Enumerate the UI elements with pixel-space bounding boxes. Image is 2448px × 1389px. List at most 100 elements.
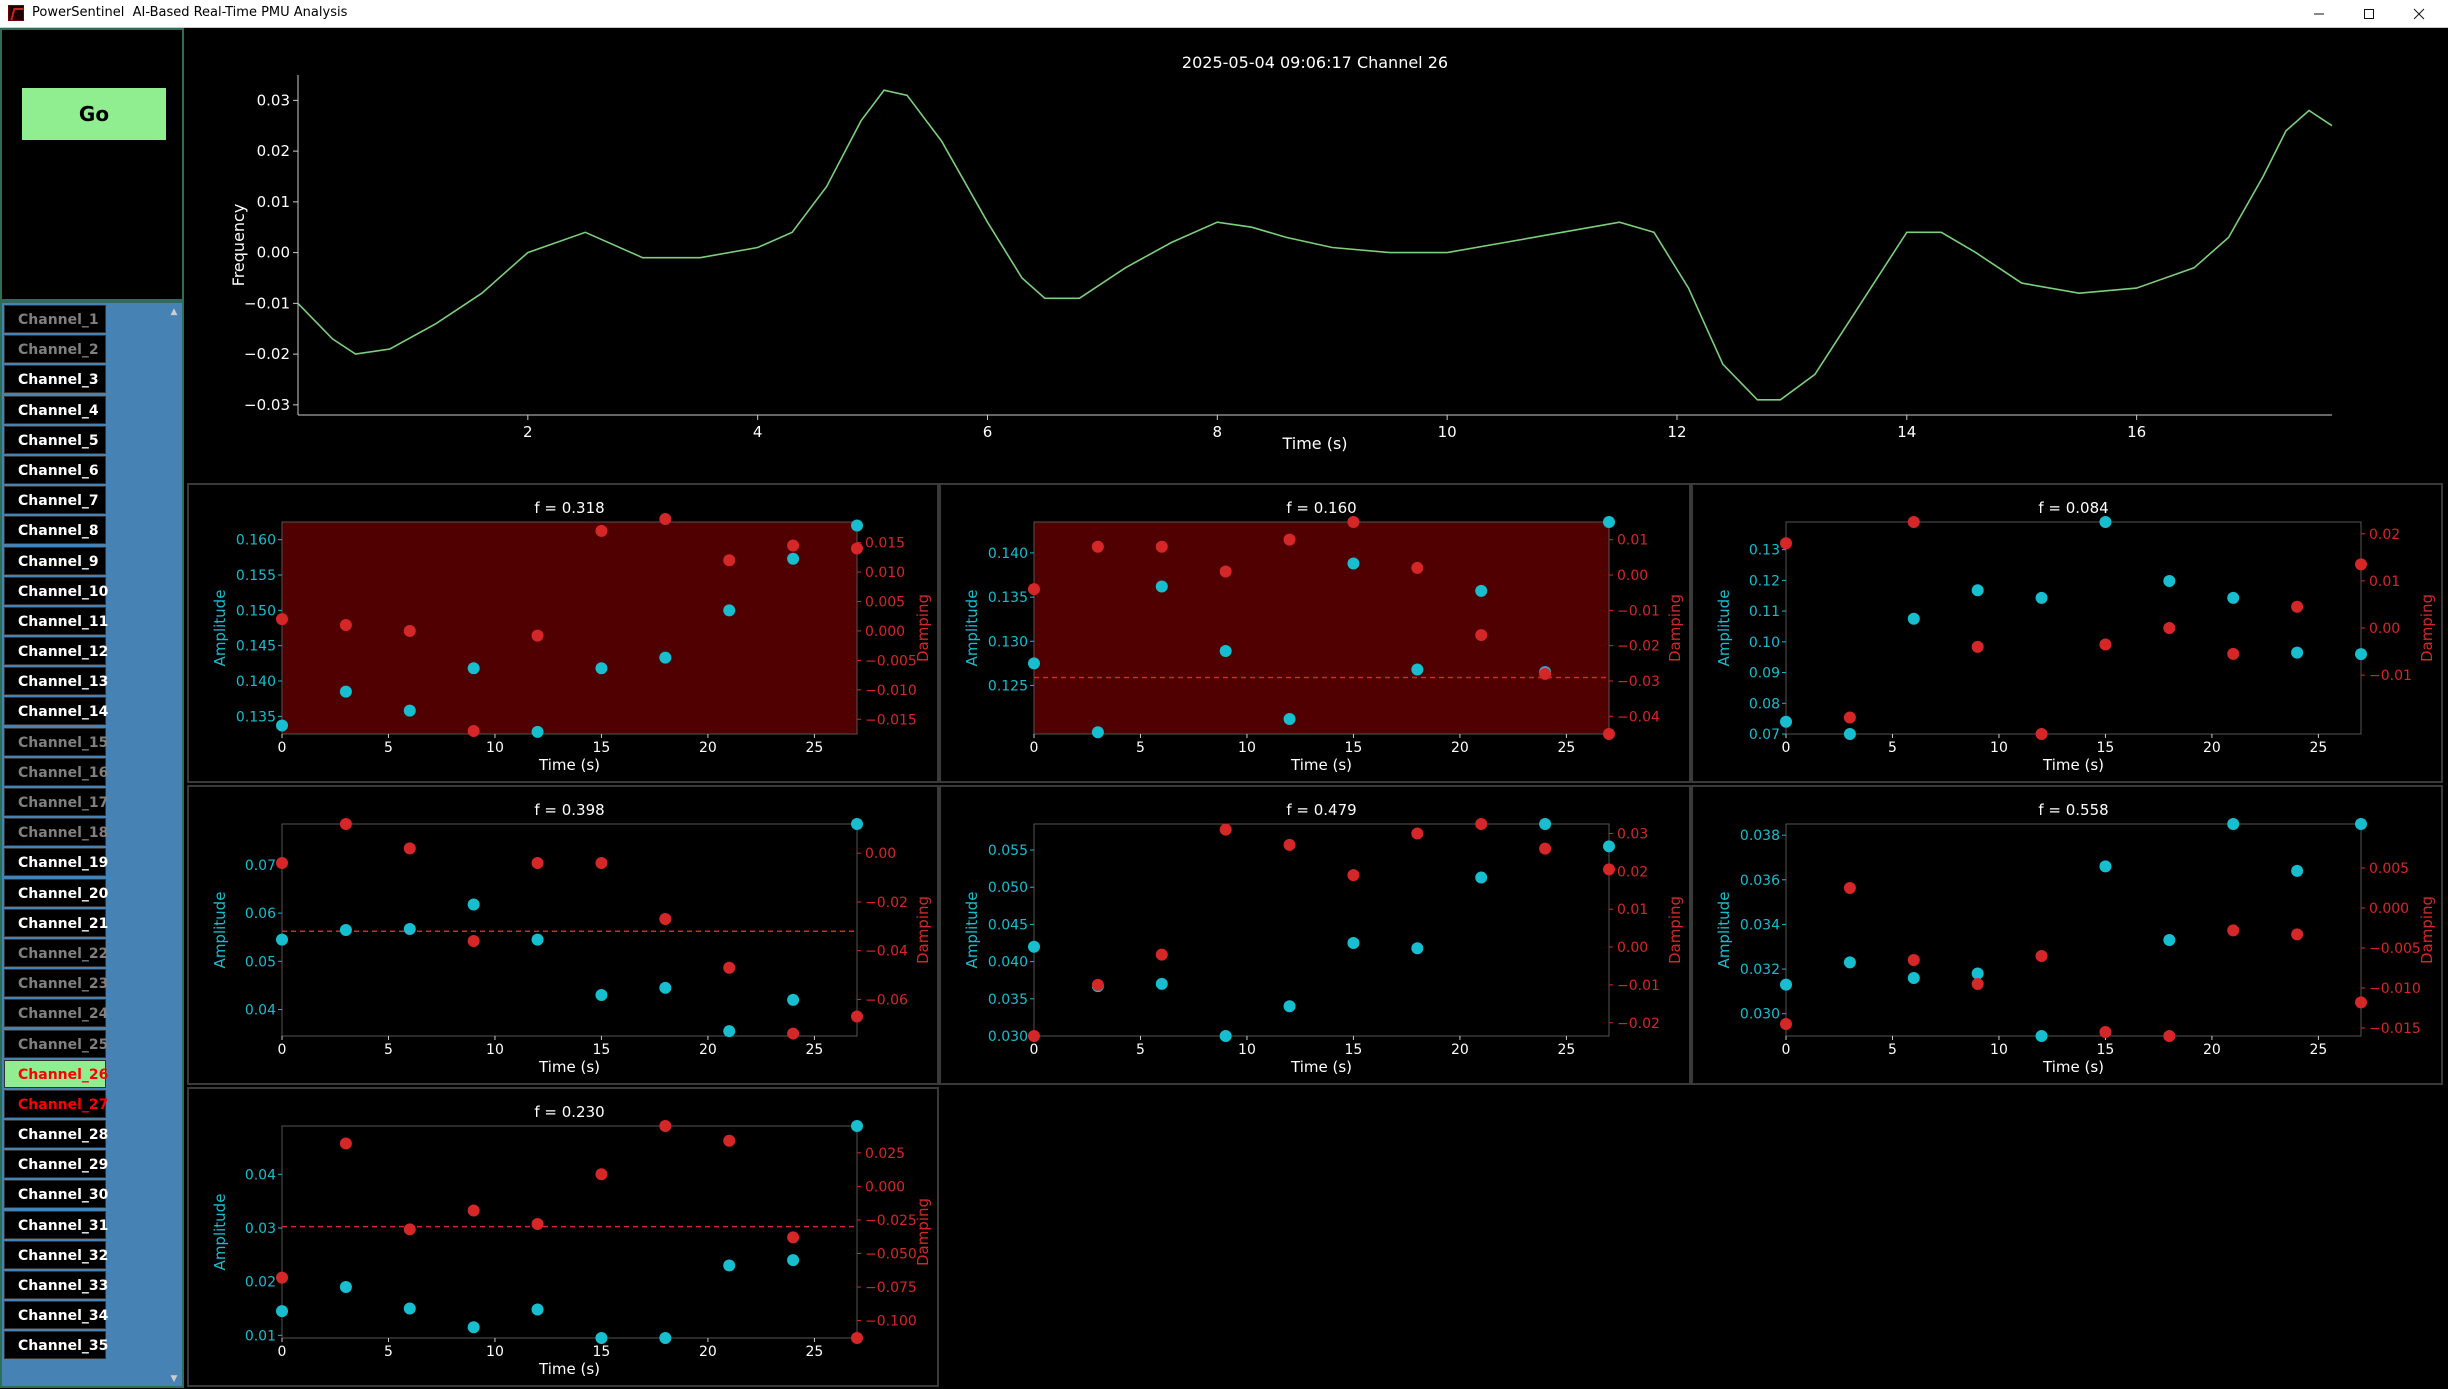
x-tick-label: 0 xyxy=(1782,1042,1791,1058)
channel-item-2[interactable]: Channel_2 xyxy=(4,335,106,364)
amplitude-tick-label: 0.150 xyxy=(236,603,276,619)
damping-tick-label: −0.03 xyxy=(1617,674,1660,690)
scroll-down-arrow-icon[interactable]: ▼ xyxy=(170,1374,178,1384)
damping-tick-label: 0.02 xyxy=(2369,527,2400,543)
channel-item-11[interactable]: Channel_11 xyxy=(4,606,108,635)
amplitude-tick-label: 0.030 xyxy=(1740,1007,1780,1023)
maximize-button[interactable] xyxy=(2344,0,2394,27)
x-tick-label: 15 xyxy=(2097,740,2115,756)
damping-point xyxy=(659,1120,672,1132)
damping-point xyxy=(1155,948,1168,961)
plot-frame xyxy=(1033,521,1610,735)
damping-axis-label: Damping xyxy=(914,1198,932,1266)
go-button[interactable]: Go xyxy=(22,88,166,140)
damping-point xyxy=(1539,842,1552,855)
channel-item-5[interactable]: Channel_5 xyxy=(4,425,106,454)
amplitude-tick-label: 0.130 xyxy=(988,634,1028,650)
mode-chart-5: f = 0.479 0 5 10 15 20 25 Time (s) 0.030 0.035 0.0… xyxy=(963,801,1684,1076)
amplitude-tick-label: 0.08 xyxy=(1749,696,1780,712)
x-tick-label: 10 xyxy=(1438,423,1457,441)
x-tick-label: 20 xyxy=(699,740,717,756)
channel-item-18[interactable]: Channel_18 xyxy=(4,818,108,847)
scroll-up-arrow-icon[interactable]: ▲ xyxy=(170,307,178,317)
amplitude-point xyxy=(403,704,416,717)
damping-tick-label: −0.04 xyxy=(1617,709,1660,725)
channel-item-29[interactable]: Channel_29 xyxy=(4,1150,108,1179)
amplitude-tick-label: 0.03 xyxy=(245,1221,276,1237)
amplitude-point xyxy=(403,1302,416,1315)
damping-tick-label: 0.010 xyxy=(865,565,905,581)
channel-item-22[interactable]: Channel_22 xyxy=(4,938,108,967)
channel-item-17[interactable]: Channel_17 xyxy=(4,788,108,816)
mode-chart-2: f = 0.160 0 5 10 15 20 25 Time (s) 0.125 0.130 0.1… xyxy=(963,499,1684,774)
amplitude-tick-label: 0.07 xyxy=(1749,727,1780,743)
mode-chart-3: f = 0.084 0 5 10 15 20 25 Time (s) 0.07 0.08 0.09 0… xyxy=(1715,499,2436,774)
channel-item-14[interactable]: Channel_14 xyxy=(4,697,108,726)
amplitude-point xyxy=(1028,940,1040,953)
damping-tick-label: 0.01 xyxy=(1617,533,1648,549)
close-button[interactable] xyxy=(2394,0,2444,27)
channel-item-13[interactable]: Channel_13 xyxy=(4,667,108,696)
damping-tick-label: −0.02 xyxy=(865,895,908,911)
channel-item-32[interactable]: Channel_32 xyxy=(4,1240,108,1269)
amplitude-point xyxy=(276,933,288,946)
channel-item-35[interactable]: Channel_35 xyxy=(4,1331,108,1360)
amplitude-point xyxy=(2227,818,2240,830)
channel-item-7[interactable]: Channel_7 xyxy=(4,486,106,515)
channel-item-33[interactable]: Channel_33 xyxy=(4,1271,108,1299)
amplitude-point xyxy=(2099,860,2112,873)
x-tick-label: 2 xyxy=(523,423,533,441)
x-tick-label: 4 xyxy=(753,423,763,441)
damping-point xyxy=(1971,978,1984,990)
minimize-button[interactable] xyxy=(2294,0,2344,27)
amplitude-point xyxy=(723,1259,736,1272)
chart-title: 2025-05-04 09:06:17 Channel 26 xyxy=(1182,53,1448,72)
channel-item-9[interactable]: Channel_9 xyxy=(4,546,106,575)
channel-item-21[interactable]: Channel_21 xyxy=(4,908,108,937)
channel-item-3[interactable]: Channel_3 xyxy=(4,365,106,394)
channel-item-27[interactable]: Channel_27 xyxy=(4,1089,108,1118)
amplitude-point xyxy=(2099,516,2112,528)
channel-item-20[interactable]: Channel_20 xyxy=(4,878,108,907)
channel-item-1[interactable]: Channel_1 xyxy=(4,305,106,333)
damping-tick-label: 0.02 xyxy=(1617,864,1648,880)
channel-item-15[interactable]: Channel_15 xyxy=(4,727,108,756)
mode-panel-2: f = 0.160 0 5 10 15 20 25 Time (s) 0.125 0.130 0.1… xyxy=(939,483,1691,783)
damping-point xyxy=(1347,516,1360,528)
channel-item-4[interactable]: Channel_4 xyxy=(4,395,106,424)
channel-item-25[interactable]: Channel_25 xyxy=(4,1029,108,1058)
damping-point xyxy=(1780,537,1792,550)
channel-item-28[interactable]: Channel_28 xyxy=(4,1120,108,1149)
channel-item-8[interactable]: Channel_8 xyxy=(4,516,106,545)
amplitude-tick-label: 0.13 xyxy=(1749,543,1780,559)
amplitude-point xyxy=(1347,937,1360,950)
damping-point xyxy=(2355,996,2367,1009)
damping-tick-label: −0.02 xyxy=(1617,1016,1660,1032)
amplitude-point xyxy=(1907,612,1920,625)
damping-point xyxy=(467,725,480,738)
amplitude-point xyxy=(2163,574,2176,587)
window-title: PowerSentinel AI-Based Real-Time PMU Ana… xyxy=(32,5,348,20)
amplitude-tick-label: 0.040 xyxy=(988,955,1028,971)
x-tick-label: 0 xyxy=(278,740,287,756)
amplitude-point xyxy=(1780,978,1792,991)
damping-point xyxy=(1283,533,1296,546)
amplitude-tick-label: 0.10 xyxy=(1749,635,1780,651)
x-tick-label: 10 xyxy=(486,1042,504,1058)
channel-item-26[interactable]: Channel_26 xyxy=(4,1059,108,1088)
channel-item-6[interactable]: Channel_6 xyxy=(4,455,106,484)
channel-item-24[interactable]: Channel_24 xyxy=(4,999,108,1028)
channel-item-34[interactable]: Channel_34 xyxy=(4,1301,108,1330)
damping-tick-label: −0.005 xyxy=(865,653,917,669)
damping-point xyxy=(851,1010,863,1023)
channel-item-23[interactable]: Channel_23 xyxy=(4,969,108,998)
channel-item-30[interactable]: Channel_30 xyxy=(4,1180,108,1209)
channel-item-12[interactable]: Channel_12 xyxy=(4,637,108,666)
channel-item-16[interactable]: Channel_16 xyxy=(4,757,108,786)
damping-point xyxy=(595,1168,608,1181)
channel-scrollbar[interactable]: ▲ ▼ xyxy=(166,305,182,1386)
channel-item-31[interactable]: Channel_31 xyxy=(4,1210,108,1239)
channel-item-10[interactable]: Channel_10 xyxy=(4,576,108,605)
x-tick-label: 15 xyxy=(593,1042,611,1058)
channel-item-19[interactable]: Channel_19 xyxy=(4,848,108,877)
